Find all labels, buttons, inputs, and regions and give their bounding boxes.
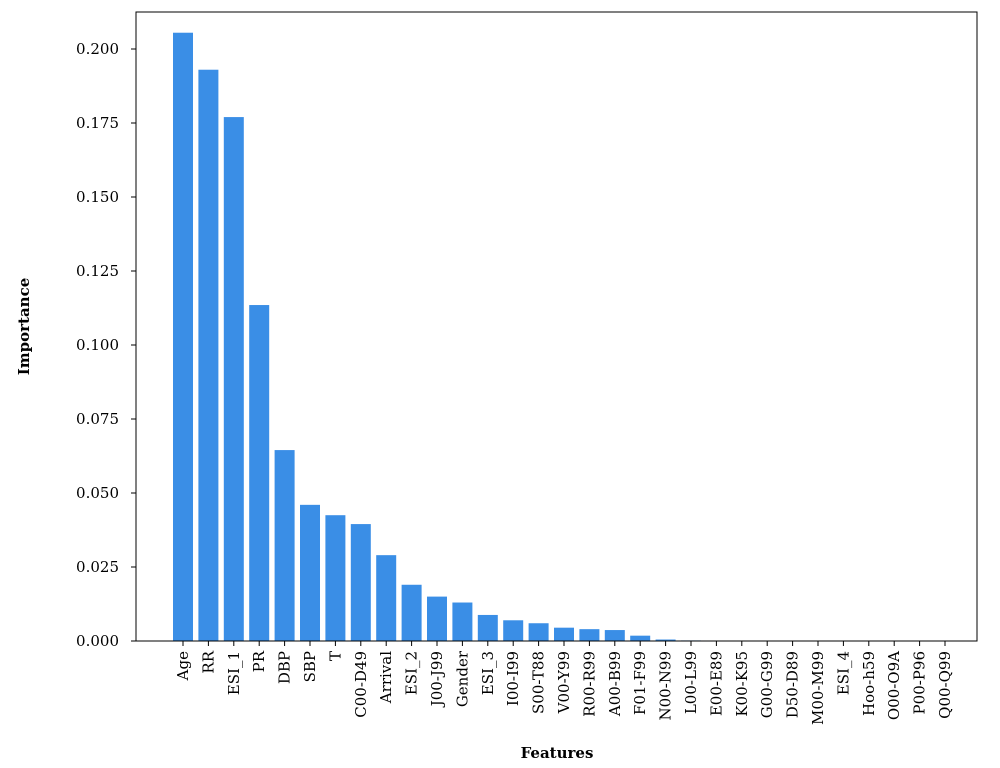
y-tick-label: 0.075 bbox=[76, 410, 119, 428]
x-tick-label: N00-N99 bbox=[657, 651, 675, 721]
x-tick-label: O00-O9A bbox=[885, 651, 903, 720]
x-axis: Age RR ESI_1 PR DBP SBP T C00-D49 Arrival ESI_2 J0… bbox=[174, 641, 954, 725]
bar-esi-3 bbox=[477, 614, 498, 641]
x-tick-label: C00-D49 bbox=[352, 651, 370, 718]
bar-gender bbox=[452, 602, 473, 641]
x-tick-label: ESI_3 bbox=[479, 651, 497, 695]
x-tick-label: Age bbox=[174, 651, 192, 681]
bar-sbp bbox=[300, 504, 320, 641]
bar-arrival bbox=[376, 555, 397, 641]
bar-s00-t88 bbox=[528, 623, 549, 641]
bar-f01-f99 bbox=[630, 635, 651, 641]
x-tick-label: DBP bbox=[276, 651, 294, 684]
x-tick-label: A00-B99 bbox=[606, 651, 624, 717]
y-tick-label: 0.175 bbox=[76, 114, 119, 132]
y-axis-title: Importance bbox=[15, 278, 33, 376]
x-tick-label: T bbox=[326, 651, 344, 661]
bar-n00-n99 bbox=[655, 639, 676, 641]
x-tick-label: ESI_1 bbox=[225, 651, 243, 695]
x-tick-label: I00-I99 bbox=[504, 651, 522, 706]
x-tick-label: Arrival bbox=[377, 651, 395, 704]
x-tick-label: J00-J99 bbox=[428, 651, 446, 708]
bar-t bbox=[325, 515, 346, 641]
x-tick-label: RR bbox=[199, 650, 217, 673]
x-tick-label: ESI_4 bbox=[834, 651, 852, 695]
x-tick-label: G00-G99 bbox=[758, 651, 776, 718]
bar-esi-2 bbox=[401, 584, 422, 641]
x-tick-label: L00-L99 bbox=[682, 651, 700, 714]
x-axis-title: Features bbox=[521, 744, 594, 762]
x-tick-label: R00-R99 bbox=[580, 651, 598, 717]
plot-frame bbox=[135, 11, 978, 642]
bar-j00-j99 bbox=[427, 596, 447, 641]
bars-layer bbox=[173, 32, 955, 642]
y-tick-label: 0.125 bbox=[76, 262, 119, 280]
y-tick-label: 0.000 bbox=[76, 632, 119, 650]
bar-i00-i99 bbox=[503, 620, 524, 641]
x-tick-label: K00-K95 bbox=[733, 651, 751, 717]
x-tick-label: Hoo-h59 bbox=[860, 651, 878, 716]
x-tick-label: P00-P96 bbox=[911, 651, 929, 714]
x-tick-label: E00-E89 bbox=[707, 651, 725, 716]
x-tick-label: Gender bbox=[453, 650, 471, 707]
x-tick-label: D50-D89 bbox=[784, 651, 802, 718]
y-tick-label: 0.100 bbox=[76, 336, 119, 354]
bar-rr bbox=[198, 69, 219, 642]
bar-r00-r99 bbox=[579, 629, 600, 641]
bar-esi-1 bbox=[223, 117, 244, 641]
x-tick-label: ESI_2 bbox=[403, 651, 421, 695]
x-tick-label: Q00-Q99 bbox=[936, 651, 954, 719]
x-tick-label: S00-T88 bbox=[530, 651, 548, 714]
x-tick-label: F01-F99 bbox=[631, 651, 649, 715]
y-axis: 0.000 0.025 0.050 0.075 0.100 0.125 0.150 0.175… bbox=[76, 40, 136, 650]
bar-v00-y99 bbox=[554, 627, 574, 641]
bar-age bbox=[173, 32, 193, 642]
y-tick-label: 0.150 bbox=[76, 188, 119, 206]
bar-dbp bbox=[274, 450, 295, 641]
bar-a00-b99 bbox=[604, 630, 625, 641]
y-tick-label: 0.025 bbox=[76, 558, 119, 576]
x-tick-label: V00-Y99 bbox=[555, 651, 573, 714]
x-tick-label: SBP bbox=[301, 651, 319, 682]
bar-c00-d49 bbox=[350, 524, 371, 641]
bar-pr bbox=[249, 305, 270, 641]
x-tick-label: M00-M99 bbox=[809, 651, 827, 725]
y-tick-label: 0.050 bbox=[76, 484, 119, 502]
x-tick-label: PR bbox=[250, 650, 268, 672]
y-tick-label: 0.200 bbox=[76, 40, 119, 58]
